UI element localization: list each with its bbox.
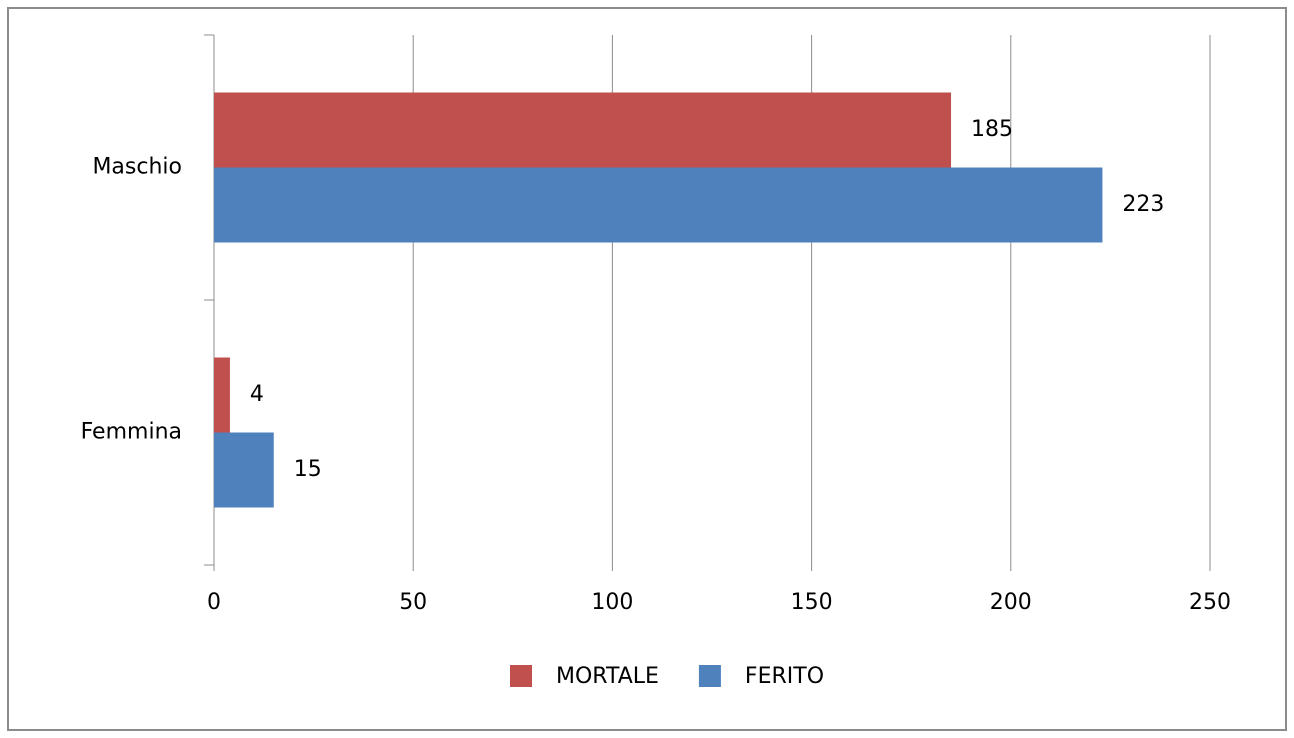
legend-label: FERITO [745,664,824,689]
legend-label: MORTALE [556,664,659,689]
x-tick-label: 50 [399,590,427,615]
x-tick-label: 100 [591,590,633,615]
x-tick-label: 200 [990,590,1032,615]
y-tick-label: Maschio [92,155,182,180]
legend-swatch [510,665,532,687]
bar [214,432,274,508]
bar [214,357,230,433]
x-tick-label: 250 [1189,590,1231,615]
value-label: 223 [1122,192,1164,217]
bar [214,92,952,168]
bar [214,167,1103,243]
x-tick-label: 150 [791,590,833,615]
legend-swatch [698,665,721,687]
y-tick-label: Femmina [81,420,182,445]
value-label: 185 [971,117,1013,142]
value-label: 15 [294,457,322,482]
value-label: 4 [250,382,264,407]
x-tick-label: 0 [207,590,221,615]
